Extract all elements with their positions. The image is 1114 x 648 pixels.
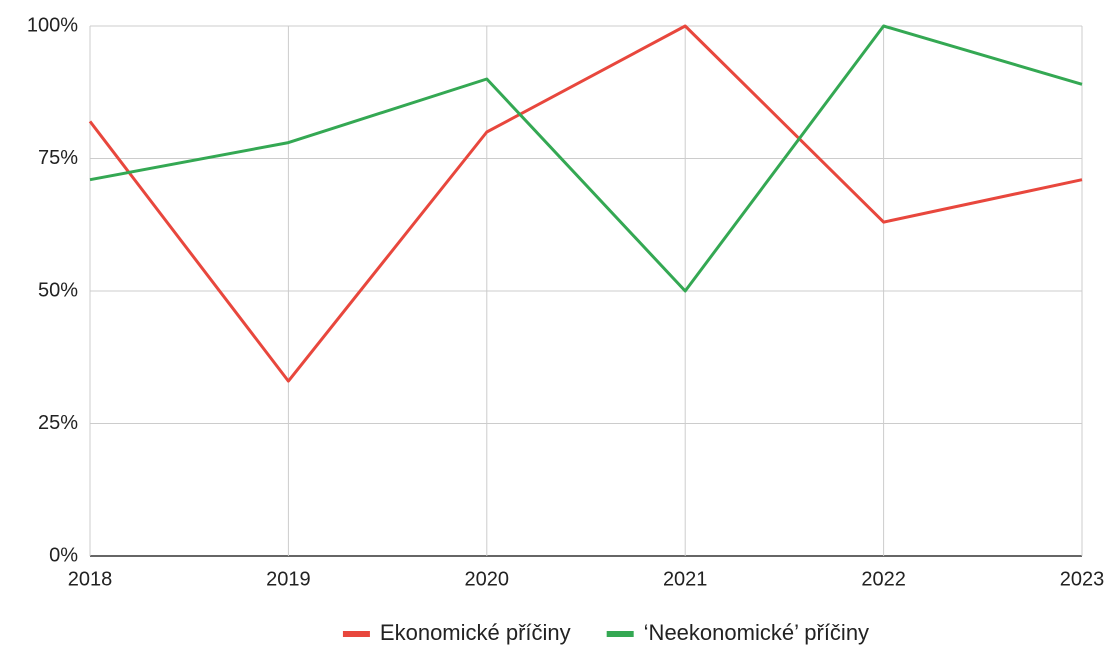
x-tick-label: 2022 <box>861 568 906 590</box>
y-tick-label: 25% <box>38 412 78 434</box>
x-tick-label: 2018 <box>68 568 113 590</box>
x-tick-label: 2020 <box>465 568 510 590</box>
line-series <box>89 24 1083 293</box>
legend-swatch <box>606 631 634 637</box>
y-tick-label: 100% <box>27 14 78 36</box>
legend-swatch <box>342 631 370 637</box>
legend-label: Ekonomické příčiny <box>380 620 571 645</box>
y-tick-label: 50% <box>38 279 78 301</box>
x-tick-label: 2021 <box>663 568 708 590</box>
legend-label: ‘Neekonomické’ příčiny <box>644 620 869 645</box>
x-tick-label: 2023 <box>1060 568 1105 590</box>
line-series <box>88 24 1083 383</box>
x-tick-label: 2019 <box>266 568 311 590</box>
y-tick-label: 0% <box>49 544 78 566</box>
y-tick-label: 75% <box>38 147 78 169</box>
